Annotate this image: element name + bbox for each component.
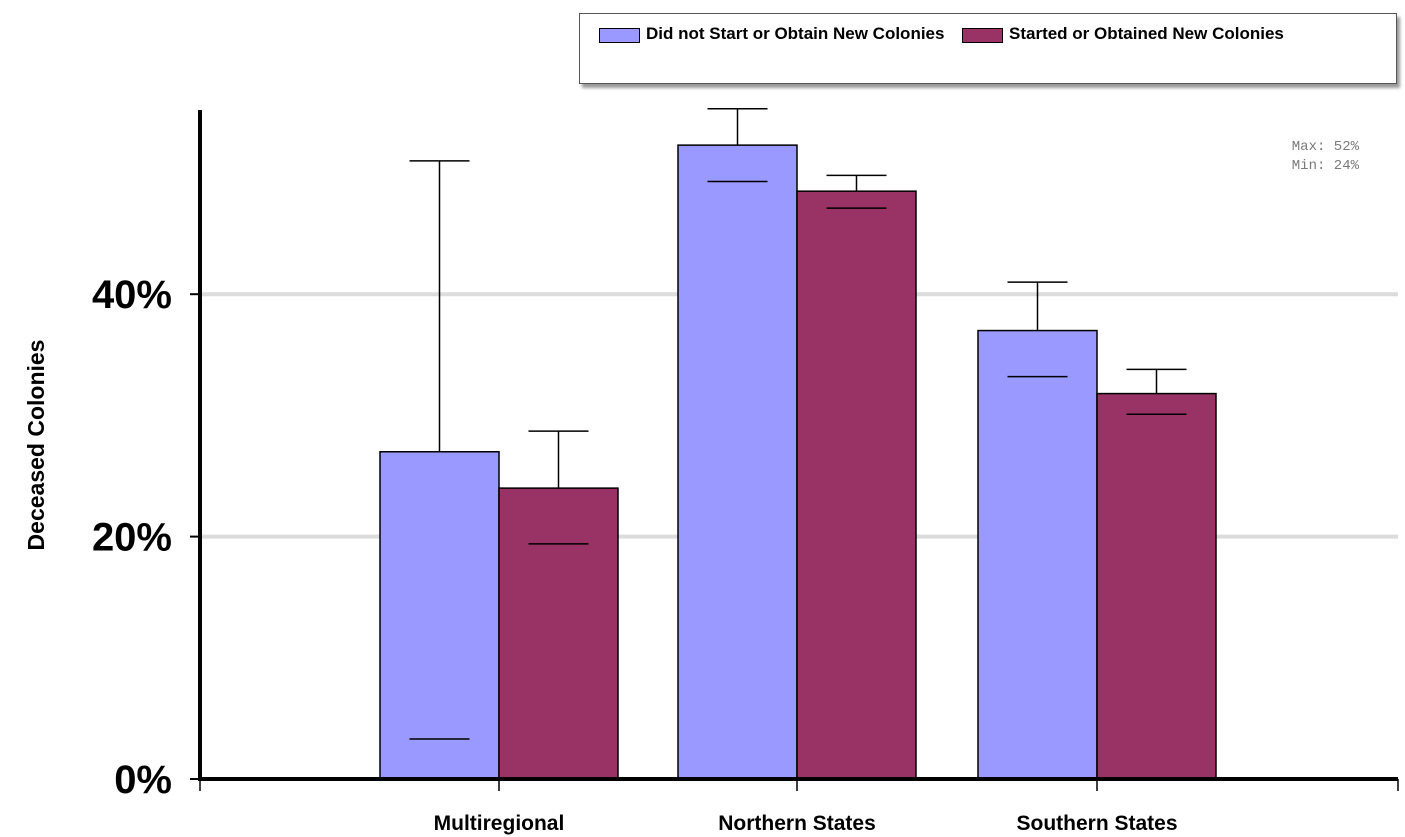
bar-series0-northern-states xyxy=(677,144,798,780)
legend-label-did-not-start: Did not Start or Obtain New Colonies xyxy=(646,24,945,43)
bar-series1-southern-states xyxy=(1096,392,1217,780)
legend-item-started: Started or Obtained New Colonies xyxy=(962,25,1389,43)
bar-series1-northern-states xyxy=(796,190,917,780)
x-tick-label-1: Northern States xyxy=(718,812,876,835)
max-annotation: Max: 52% xyxy=(1292,139,1360,155)
x-tick-label-2: Southern States xyxy=(1016,812,1177,835)
legend: Did not Start or Obtain New Colonies Sta… xyxy=(579,13,1397,84)
y-tick-label-2: 40% xyxy=(92,273,172,317)
y-tick-label-1: 20% xyxy=(92,516,172,560)
y-tick-label-0: 0% xyxy=(114,758,172,802)
bar-series1-multiregional xyxy=(498,487,619,780)
bar-series0-southern-states xyxy=(977,329,1098,780)
legend-swatch-did-not-start xyxy=(599,28,640,43)
bar-series0-multiregional xyxy=(379,451,500,780)
legend-label-started: Started or Obtained New Colonies xyxy=(1009,24,1284,43)
bars xyxy=(379,144,1217,780)
x-tick-labels: Multiregional Northern States Southern Sta… xyxy=(199,779,1399,835)
legend-swatch-started xyxy=(962,28,1003,43)
min-annotation: Min: 24% xyxy=(1292,158,1360,174)
x-tick-label-0: Multiregional xyxy=(434,812,565,835)
error-bars xyxy=(409,108,1187,740)
legend-item-did-not-start: Did not Start or Obtain New Colonies xyxy=(599,25,951,43)
y-axis-title: Deceased Colonies xyxy=(23,340,49,551)
y-tick-labels: 0% 20% 40% xyxy=(92,273,200,802)
axes xyxy=(198,110,1398,781)
